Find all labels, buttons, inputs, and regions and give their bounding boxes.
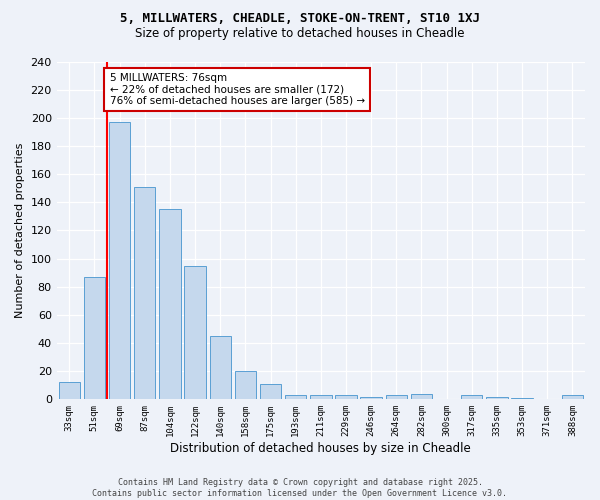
Bar — [386, 395, 407, 400]
Bar — [235, 371, 256, 400]
Bar — [285, 395, 307, 400]
Text: 5 MILLWATERS: 76sqm
← 22% of detached houses are smaller (172)
76% of semi-detac: 5 MILLWATERS: 76sqm ← 22% of detached ho… — [110, 73, 365, 106]
Bar — [562, 395, 583, 400]
Bar — [159, 210, 181, 400]
Bar — [310, 395, 332, 400]
Bar — [59, 382, 80, 400]
Bar — [461, 395, 482, 400]
Text: Contains HM Land Registry data © Crown copyright and database right 2025.
Contai: Contains HM Land Registry data © Crown c… — [92, 478, 508, 498]
Bar — [209, 336, 231, 400]
Bar — [486, 396, 508, 400]
Y-axis label: Number of detached properties: Number of detached properties — [15, 142, 25, 318]
Bar — [84, 277, 105, 400]
Bar — [260, 384, 281, 400]
Bar — [511, 398, 533, 400]
Text: 5, MILLWATERS, CHEADLE, STOKE-ON-TRENT, ST10 1XJ: 5, MILLWATERS, CHEADLE, STOKE-ON-TRENT, … — [120, 12, 480, 26]
Bar — [335, 395, 356, 400]
X-axis label: Distribution of detached houses by size in Cheadle: Distribution of detached houses by size … — [170, 442, 471, 455]
Bar — [109, 122, 130, 400]
Bar — [134, 187, 155, 400]
Text: Size of property relative to detached houses in Cheadle: Size of property relative to detached ho… — [135, 28, 465, 40]
Bar — [184, 266, 206, 400]
Bar — [361, 396, 382, 400]
Bar — [411, 394, 432, 400]
